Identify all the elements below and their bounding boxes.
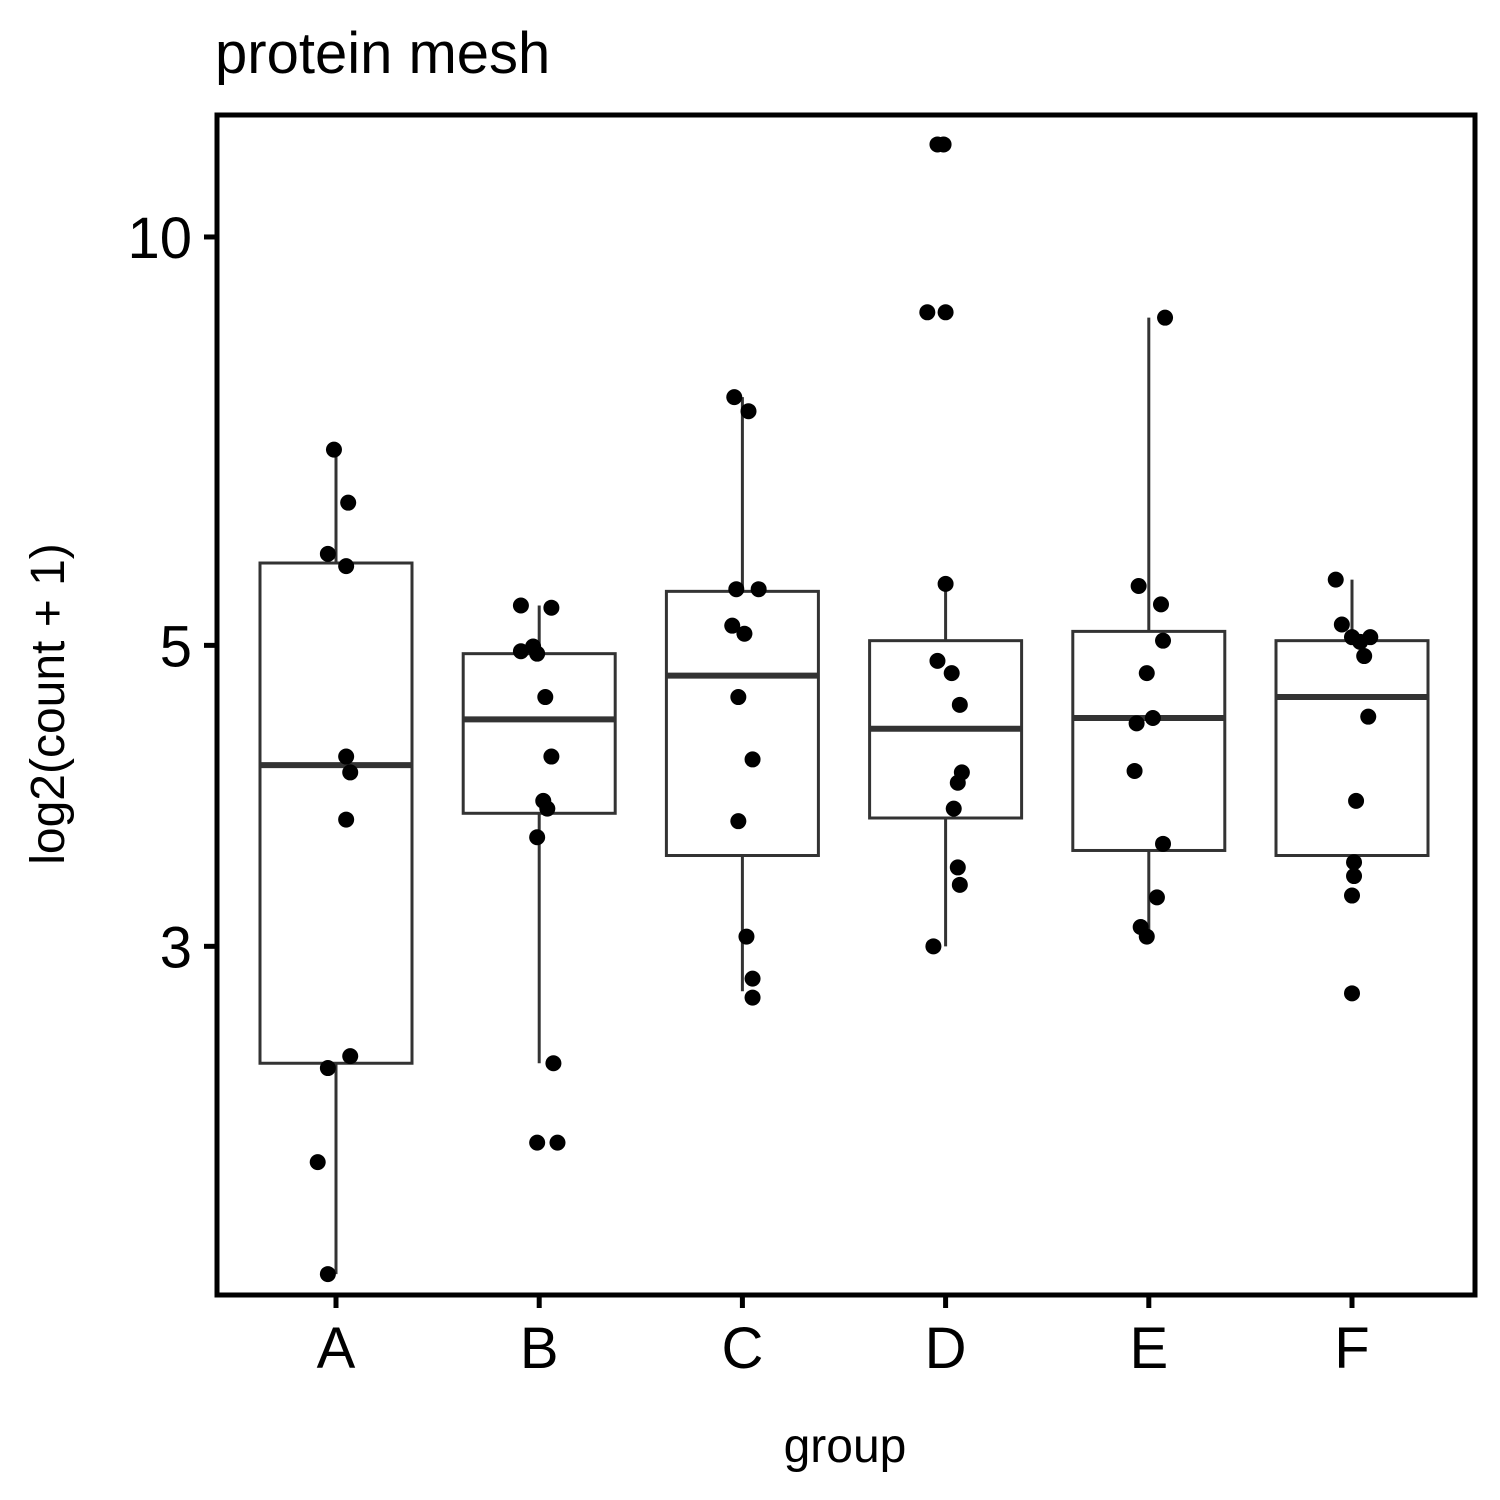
data-point-C xyxy=(726,389,743,406)
data-point-B xyxy=(512,597,529,614)
data-point-B xyxy=(529,645,546,662)
data-point-E xyxy=(1126,762,1143,779)
data-point-A xyxy=(319,1060,336,1077)
data-point-E xyxy=(1130,577,1147,594)
data-point-B xyxy=(549,1134,566,1151)
data-point-C xyxy=(736,625,753,642)
box-B xyxy=(461,605,617,1064)
data-point-A xyxy=(319,545,336,562)
data-point-A xyxy=(338,558,355,575)
data-point-E xyxy=(1152,596,1169,613)
data-point-F xyxy=(1344,887,1360,904)
data-point-A xyxy=(338,811,355,828)
data-point-F xyxy=(1348,792,1365,809)
box-A xyxy=(258,451,414,1275)
data-point-C xyxy=(740,403,757,420)
box-iqr xyxy=(1274,639,1430,858)
y-tick-label: 3 xyxy=(160,915,192,980)
data-point-B xyxy=(539,800,556,817)
y-axis-title: log2(count + 1) xyxy=(22,543,75,865)
data-point-A xyxy=(319,1266,336,1283)
box-iqr xyxy=(1071,629,1227,852)
data-point-B xyxy=(543,599,560,616)
data-point-B xyxy=(545,1055,562,1072)
data-point-A xyxy=(340,494,357,511)
x-tick-label: D xyxy=(925,1316,967,1381)
data-point-D xyxy=(943,665,960,682)
data-point-E xyxy=(1155,632,1172,649)
data-point-B xyxy=(529,1134,546,1151)
box-iqr xyxy=(461,652,617,815)
data-point-F xyxy=(1356,648,1373,665)
data-point-D xyxy=(929,652,946,669)
data-point-C xyxy=(728,581,745,598)
data-point-A xyxy=(309,1154,326,1171)
data-point-A xyxy=(325,441,342,458)
data-point-D xyxy=(919,304,936,321)
data-point-D xyxy=(949,774,966,791)
data-point-F xyxy=(1362,629,1379,646)
data-point-C xyxy=(738,928,755,945)
data-point-E xyxy=(1157,309,1174,326)
data-point-A xyxy=(342,764,359,781)
x-tick-label: A xyxy=(317,1316,356,1381)
plot-frame xyxy=(214,112,1478,1298)
box-E xyxy=(1071,317,1227,937)
data-point-A xyxy=(338,748,355,765)
data-point-E xyxy=(1155,835,1172,852)
data-point-C xyxy=(730,689,747,706)
data-point-D xyxy=(951,696,968,713)
data-point-F xyxy=(1346,868,1363,885)
data-point-F xyxy=(1327,571,1344,588)
box-iqr xyxy=(258,561,414,1065)
data-point-F xyxy=(1333,616,1350,633)
x-tick-label: E xyxy=(1129,1316,1168,1381)
data-point-B xyxy=(529,829,546,846)
data-point-D xyxy=(951,876,968,893)
plot-area: 3 5 10 A B C D E F xyxy=(127,112,1478,1381)
data-point-E xyxy=(1138,665,1155,682)
data-point-D xyxy=(935,136,952,153)
data-point-D xyxy=(945,800,962,817)
data-point-E xyxy=(1138,928,1155,945)
data-point-C xyxy=(730,813,747,830)
box-D xyxy=(868,581,1024,947)
data-point-F xyxy=(1346,854,1363,871)
x-axis-title: group xyxy=(784,1420,907,1473)
data-point-C xyxy=(724,617,741,634)
x-tick-label: C xyxy=(721,1316,763,1381)
data-point-E xyxy=(1128,715,1145,732)
data-point-C xyxy=(750,581,767,598)
data-point-E xyxy=(1148,889,1165,906)
data-point-D xyxy=(937,304,954,321)
chart-title: protein mesh xyxy=(215,21,550,86)
box-F xyxy=(1274,579,1430,877)
data-point-D xyxy=(925,938,942,955)
y-tick-label: 5 xyxy=(160,614,192,679)
data-point-D xyxy=(949,859,966,876)
x-tick-label: B xyxy=(520,1316,559,1381)
data-point-C xyxy=(744,970,761,987)
data-point-B xyxy=(537,689,554,706)
data-point-E xyxy=(1144,710,1161,727)
data-point-C xyxy=(744,751,761,768)
x-tick-label: F xyxy=(1334,1316,1369,1381)
data-point-B xyxy=(543,748,560,765)
data-point-B xyxy=(512,643,529,660)
data-point-F xyxy=(1344,985,1360,1002)
data-point-A xyxy=(342,1048,359,1065)
data-point-D xyxy=(937,575,954,592)
y-tick-label: 10 xyxy=(127,206,192,271)
data-point-F xyxy=(1360,708,1377,725)
data-point-C xyxy=(744,989,761,1006)
